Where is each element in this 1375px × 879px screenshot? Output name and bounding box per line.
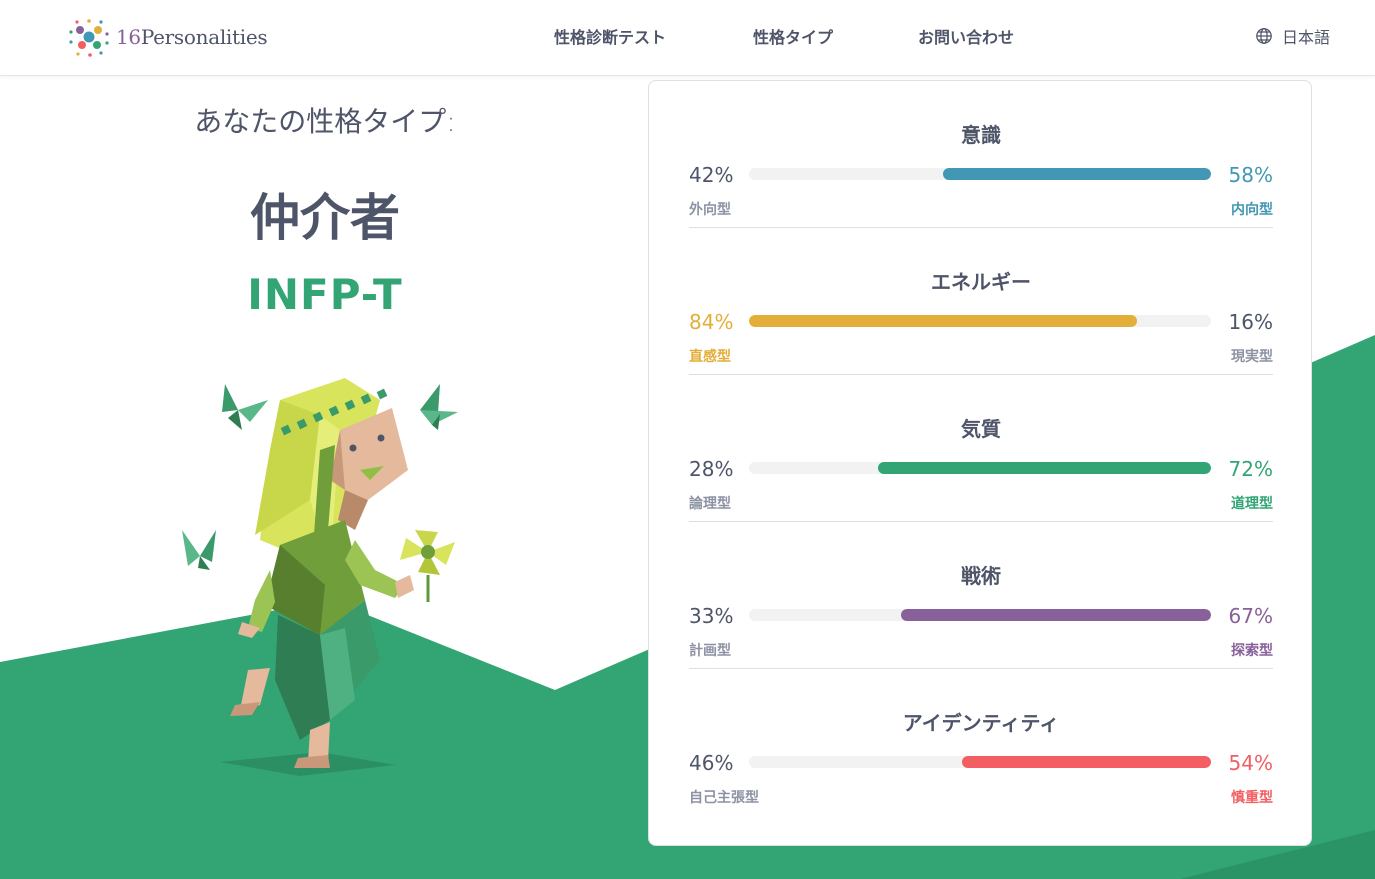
trait-bar-fill <box>749 315 1138 327</box>
trait-right-label: 内向型 <box>1231 202 1273 218</box>
trait-left-label: 計画型 <box>689 643 731 659</box>
trait-bar <box>749 756 1211 768</box>
trait-left-label: 論理型 <box>689 496 731 512</box>
trait-left-percent: 46% <box>689 751 734 775</box>
trait-title: 気質 <box>961 417 1001 441</box>
divider <box>689 521 1273 522</box>
site-logo[interactable]: 16Personalities <box>68 14 268 60</box>
trait-bar-fill <box>943 168 1211 180</box>
nav-personality-types[interactable]: 性格タイプ <box>753 28 834 47</box>
divider <box>689 374 1273 375</box>
trait-right-percent: 58% <box>1228 163 1273 187</box>
trait-left-label: 外向型 <box>689 202 731 218</box>
divider <box>689 227 1273 228</box>
language-label: 日本語 <box>1281 28 1330 47</box>
trait-right-percent: 72% <box>1228 457 1273 481</box>
trait-bar <box>749 462 1211 474</box>
trait-bar-fill <box>961 756 1211 768</box>
trait-nature: 気質 28% 72% 論理型 道理型 <box>689 375 1273 522</box>
butterfly-icon <box>420 384 458 430</box>
traits-card: 意識 42% 58% 外向型 内向型 エネルギー 84% 16% 直感型 現実型… <box>648 80 1312 846</box>
divider <box>689 668 1273 669</box>
logo-text: 16Personalities <box>116 25 268 49</box>
trait-left-percent: 28% <box>689 457 734 481</box>
trait-right-percent: 54% <box>1228 751 1273 775</box>
trait-title: 意識 <box>961 123 1001 147</box>
trait-bar <box>749 168 1211 180</box>
logo-number: 16 <box>116 25 141 49</box>
personality-type-name: 仲介者 <box>250 189 400 247</box>
flower-icon <box>400 530 455 575</box>
trait-left-percent: 84% <box>689 310 734 334</box>
trait-bar <box>749 609 1211 621</box>
trait-title: エネルギー <box>931 270 1031 294</box>
trait-left-percent: 33% <box>689 604 734 628</box>
trait-energy: エネルギー 84% 16% 直感型 現実型 <box>689 228 1273 375</box>
trait-right-label: 現実型 <box>1231 349 1273 365</box>
globe-icon <box>1256 28 1272 44</box>
mediator-illustration <box>182 378 458 776</box>
nav-personality-test[interactable]: 性格診断テスト <box>554 28 667 47</box>
butterfly-icon <box>182 530 216 570</box>
trait-identity: アイデンティティ 46% 54% 自己主張型 慎重型 <box>689 669 1273 816</box>
trait-right-percent: 16% <box>1228 310 1273 334</box>
trait-right-label: 探索型 <box>1231 643 1273 659</box>
trait-left-label: 自己主張型 <box>689 790 759 806</box>
trait-left-percent: 42% <box>689 163 734 187</box>
main-nav: 性格診断テスト 性格タイプ お問い合わせ <box>0 24 1375 48</box>
trait-title: 戦術 <box>961 564 1001 588</box>
trait-title: アイデンティティ <box>902 711 1060 735</box>
trait-right-label: 道理型 <box>1231 496 1273 512</box>
site-header: 16Personalities 性格診断テスト 性格タイプ お問い合わせ 日本語 <box>0 0 1375 76</box>
result-intro: あなたの性格タイプ: <box>194 105 456 138</box>
language-selector[interactable]: 日本語 <box>1255 24 1330 48</box>
butterfly-icon <box>222 384 268 430</box>
trait-right-label: 慎重型 <box>1231 790 1273 806</box>
trait-right-percent: 67% <box>1228 604 1273 628</box>
trait-bar <box>749 315 1211 327</box>
logo-dots-icon <box>69 19 109 57</box>
nav-contact[interactable]: お問い合わせ <box>918 28 1015 47</box>
trait-left-label: 直感型 <box>689 349 731 365</box>
personality-type-code: INFP-T <box>247 270 403 319</box>
trait-bar-fill <box>878 462 1211 474</box>
trait-bar-fill <box>901 609 1211 621</box>
trait-tactics: 戦術 33% 67% 計画型 探索型 <box>689 522 1273 669</box>
logo-word: Personalities <box>140 25 268 49</box>
trait-mind: 意識 42% 58% 外向型 内向型 <box>689 81 1273 228</box>
